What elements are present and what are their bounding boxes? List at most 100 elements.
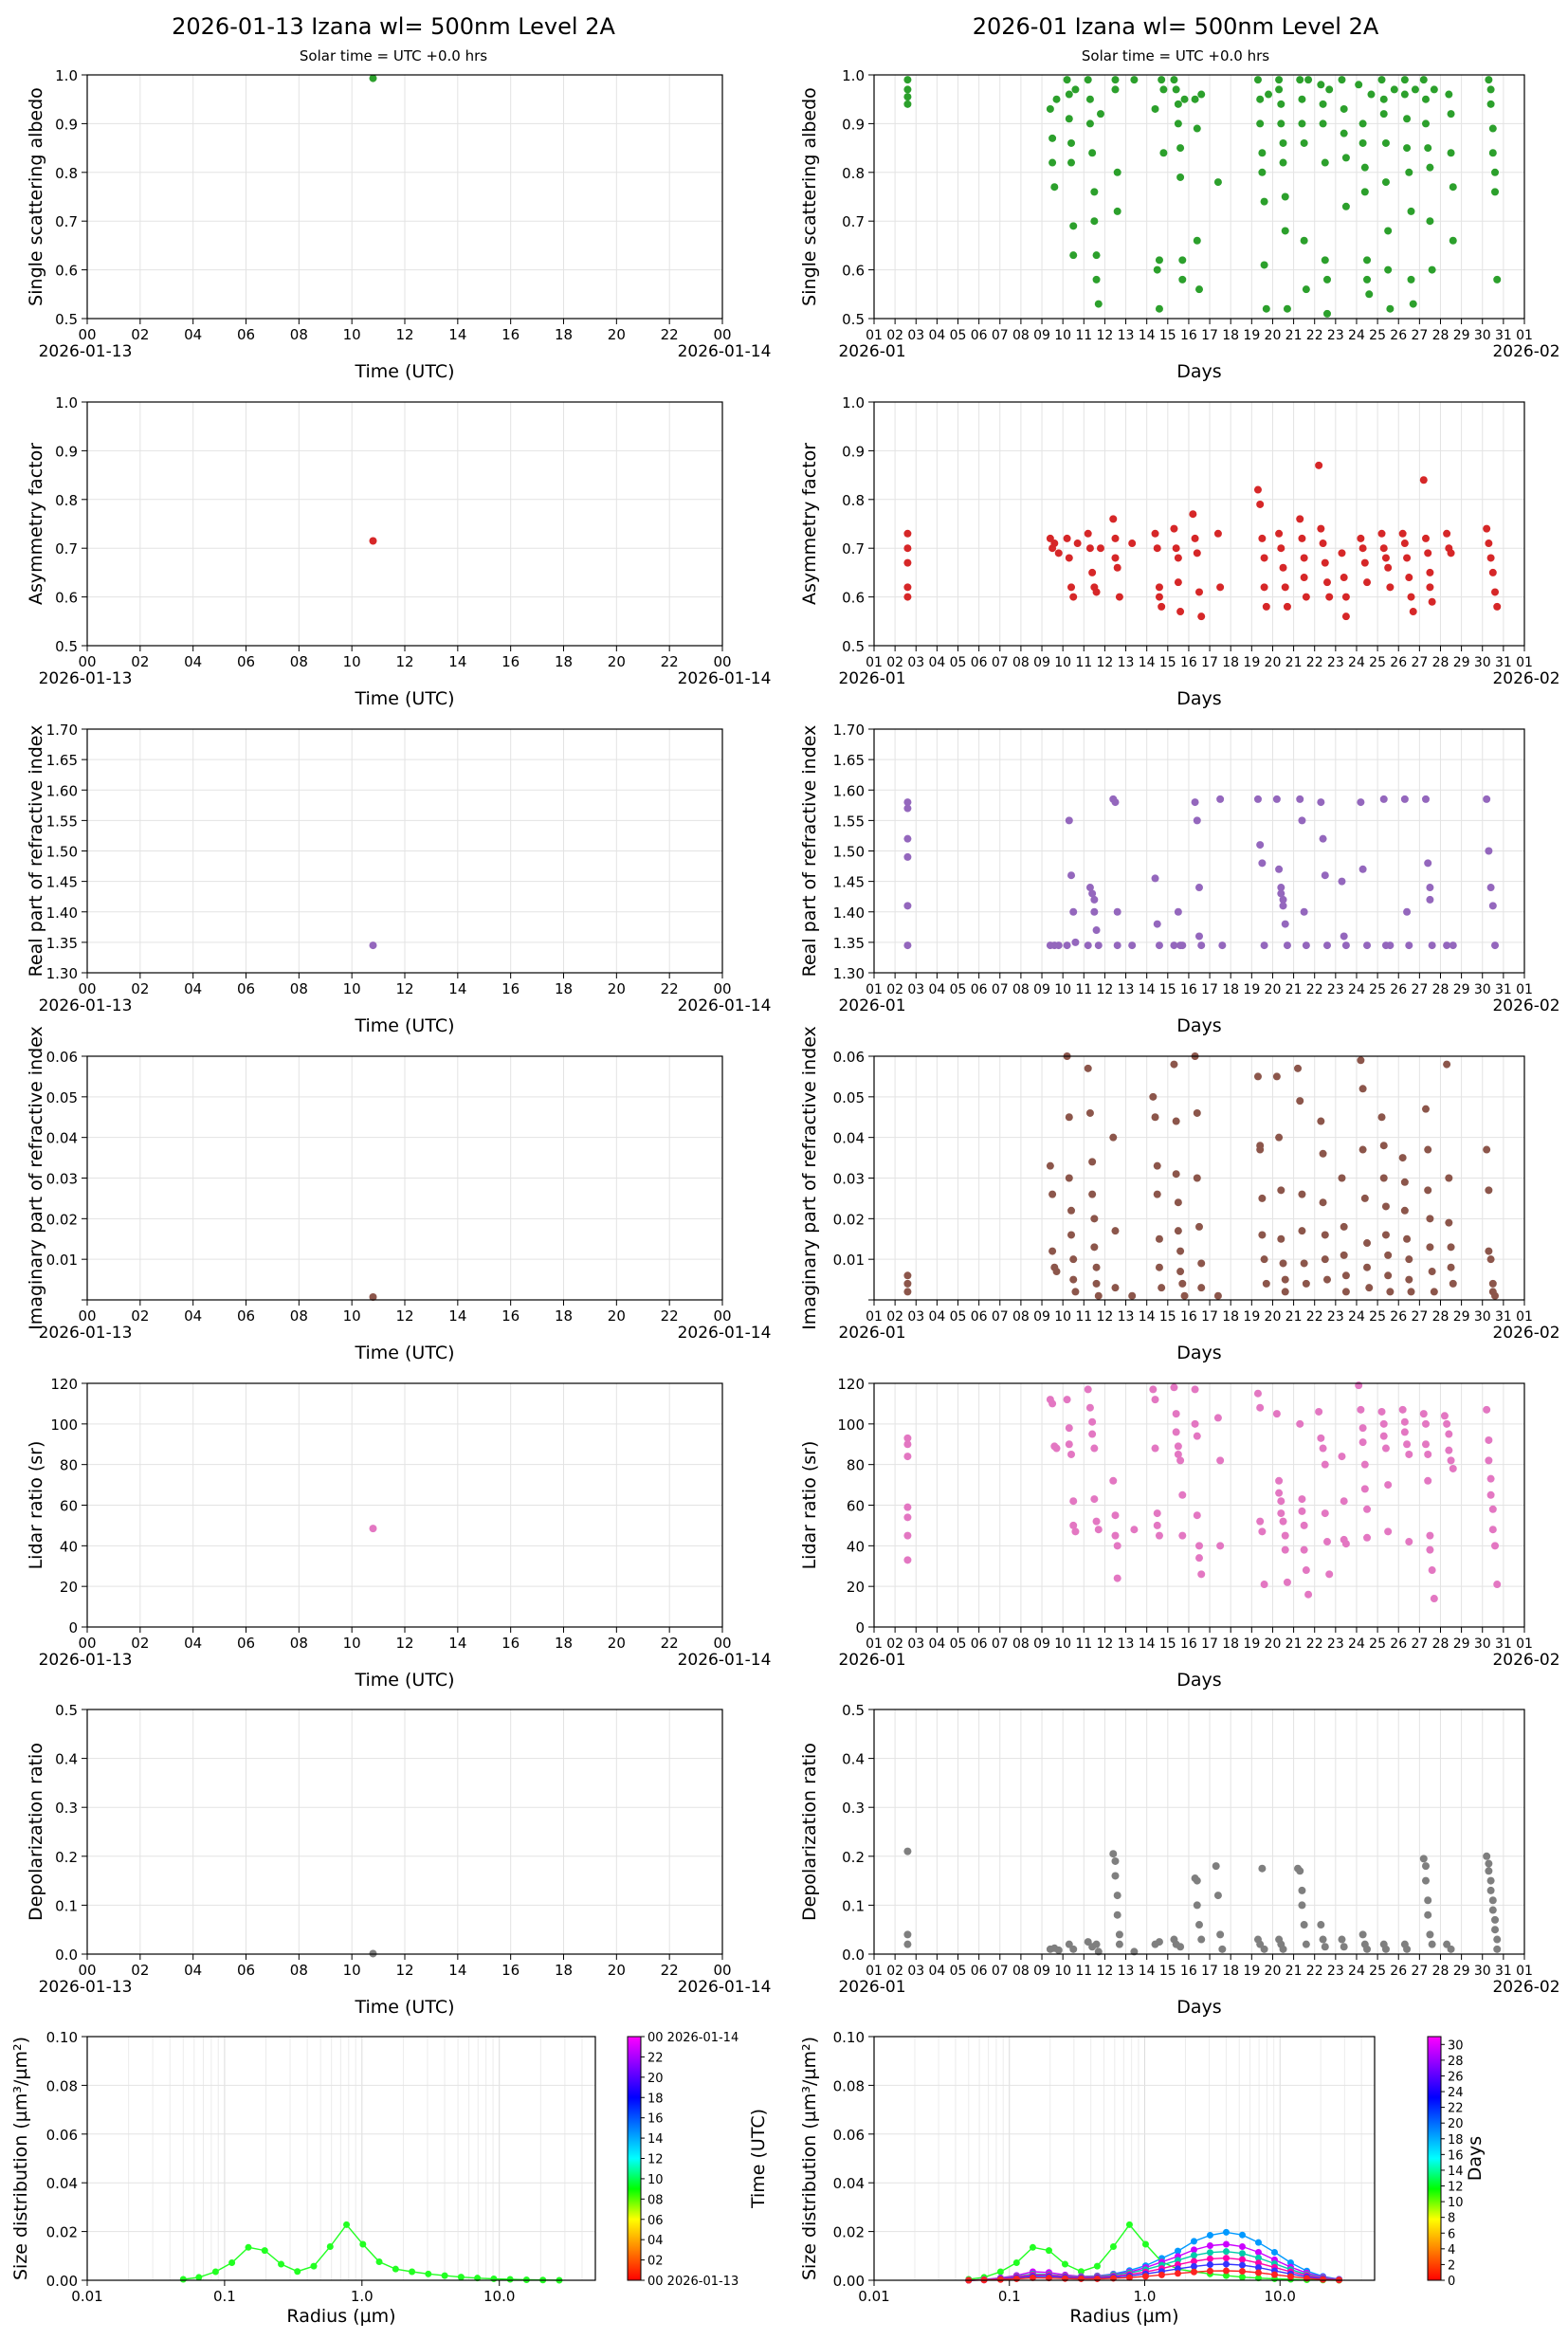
x-tick-label: 12: [395, 1962, 413, 1979]
data-point: [1158, 602, 1166, 611]
x-start-date: 2026-01: [838, 1324, 905, 1343]
y-tick-label: 0.08: [46, 2077, 78, 2094]
x-tick-label: 29: [1453, 655, 1470, 670]
data-point: [1262, 1279, 1270, 1288]
data-point: [1449, 236, 1457, 245]
data-point: [1277, 1234, 1285, 1243]
panel-imag-month: 01 02 03 04 05 06 07 08 09 10 11 12 13 14 15 16 17 18 19 20…: [799, 1026, 1560, 1363]
data-point: [1358, 1438, 1367, 1447]
data-point: [1170, 1383, 1178, 1392]
data-point: [1128, 539, 1137, 548]
data-point: [1325, 85, 1334, 94]
data-point: [1296, 1419, 1304, 1428]
x-axis-label: Time (UTC): [354, 1343, 454, 1363]
data-point: [1111, 1511, 1120, 1520]
x-tick-label: 03: [907, 1636, 924, 1652]
data-point: [1381, 1444, 1390, 1453]
data-point: [1421, 1419, 1430, 1428]
y-tick-label: 80: [60, 1457, 78, 1474]
x-tick-label: 08: [290, 1635, 308, 1652]
y-tick-label: 0.9: [842, 443, 865, 460]
data-point: [1363, 1945, 1372, 1953]
x-axis-label: Time (UTC): [354, 361, 454, 382]
data-point: [1419, 1855, 1428, 1863]
data-point: [1386, 304, 1395, 313]
y-tick-label: 20: [847, 1579, 865, 1596]
data-point: [903, 941, 912, 950]
data-point: [1340, 1251, 1348, 1259]
data-point: [1426, 1215, 1434, 1223]
series-point: [294, 2268, 301, 2276]
data-point: [903, 1440, 912, 1449]
x-tick-label: 04: [184, 1635, 202, 1652]
data-point: [1094, 1291, 1103, 1300]
data-point: [1419, 476, 1428, 484]
data-point: [1338, 1935, 1346, 1944]
y-tick-label: 1.30: [833, 965, 865, 982]
x-tick-label: 14: [448, 1307, 466, 1325]
data-point: [1341, 593, 1350, 601]
data-point: [1377, 1113, 1386, 1122]
colorbar-tick-label: 12: [647, 2153, 664, 2167]
data-point: [1358, 865, 1367, 873]
data-point: [1355, 81, 1363, 89]
x-tick-label: 12: [1097, 1964, 1114, 1979]
data-point: [1096, 110, 1104, 119]
data-point: [1319, 834, 1327, 843]
data-point: [1315, 461, 1323, 469]
x-tick-label: 10: [1054, 1964, 1071, 1979]
data-point: [1153, 1161, 1161, 1170]
data-point: [1088, 568, 1097, 576]
data-point: [1256, 841, 1265, 850]
y-tick-label: 0.01: [833, 1252, 865, 1269]
x-tick-label: 20: [608, 326, 626, 343]
y-tick-label: 0.03: [833, 1171, 865, 1188]
data-point: [1172, 544, 1180, 553]
y-tick-label: 120: [50, 1376, 78, 1393]
colorbar-left: 00 2026-01-13 02 04 06 08 10 12 14 16 18 20 22 00 20…: [627, 2031, 769, 2289]
y-tick-label: 1.35: [833, 935, 865, 952]
y-tick-label: 1.55: [46, 813, 78, 830]
data-point: [1403, 115, 1412, 123]
series-point: [425, 2270, 432, 2277]
data-point: [1421, 534, 1430, 542]
data-point: [1178, 1279, 1187, 1288]
left-subtitle: Solar time = UTC +0.0 hrs: [300, 47, 487, 64]
x-tick-label: 18: [555, 326, 573, 343]
x-tick-label: 13: [1118, 1636, 1135, 1652]
series-point: [1029, 2243, 1036, 2251]
data-point: [1195, 588, 1203, 596]
y-tick-label: 0.6: [55, 590, 78, 607]
panel-ssa-month: 01 02 03 04 05 06 07 08 09 10 11 12 13 14 15 16 17 18 19 20…: [799, 67, 1560, 382]
x-end-date: 2026-01-14: [678, 1978, 772, 1997]
data-point: [1407, 593, 1415, 601]
data-point: [1424, 144, 1432, 153]
data-point: [1111, 1284, 1120, 1292]
data-point: [1298, 1227, 1306, 1235]
series-point: [1254, 2239, 1262, 2246]
x-end-date: 2026-01-14: [678, 342, 772, 361]
data-point: [1170, 524, 1178, 533]
y-axis-label: Single scattering albedo: [26, 87, 46, 306]
x-tick-label: 12: [395, 980, 413, 997]
x-tick-label: 22: [1306, 982, 1323, 997]
data-point: [1084, 529, 1092, 538]
data-point: [1447, 1456, 1455, 1465]
data-point: [903, 593, 912, 601]
data-point: [1325, 1570, 1334, 1579]
data-point: [1155, 583, 1163, 592]
series-point: [278, 2260, 285, 2268]
right-subtitle: Solar time = UTC +0.0 hrs: [1082, 47, 1269, 64]
x-tick-label: 26: [1390, 655, 1407, 670]
data-point: [1212, 1862, 1220, 1871]
data-point: [1483, 795, 1491, 803]
data-point: [1067, 1231, 1076, 1239]
y-tick-label: 0.5: [55, 311, 78, 328]
data-point: [1191, 95, 1199, 103]
data-point: [1088, 149, 1097, 157]
data-point: [1253, 76, 1262, 84]
y-tick-label: 0.7: [55, 540, 78, 558]
x-tick-label: 18: [555, 653, 573, 670]
data-point: [1050, 183, 1059, 192]
data-point: [1341, 202, 1350, 210]
